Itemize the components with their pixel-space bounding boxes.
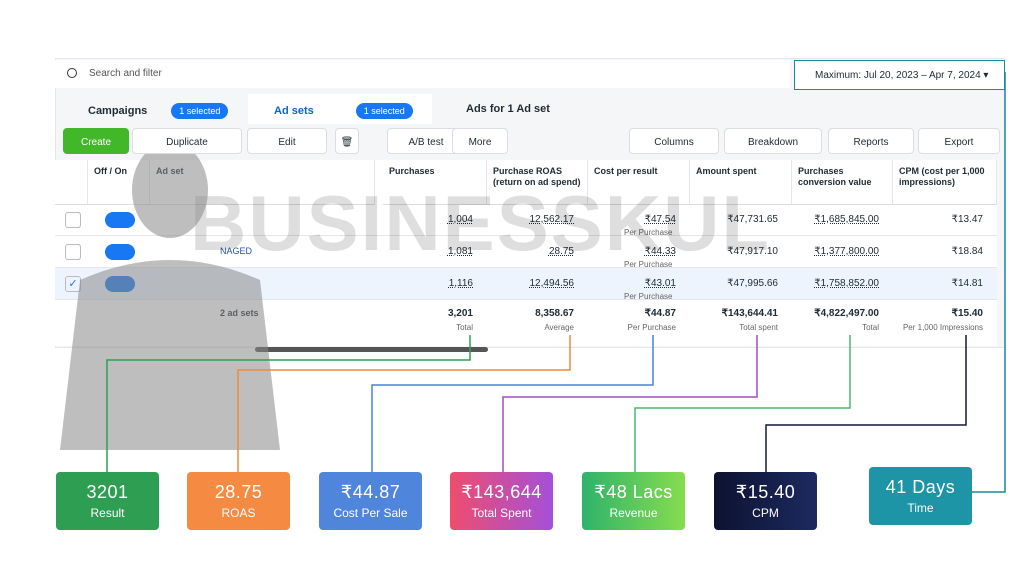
- connector: [972, 72, 1006, 493]
- card-label: Time: [907, 501, 934, 515]
- cell: ₹14.81: [951, 278, 983, 289]
- toolbar-button[interactable]: Create: [63, 128, 129, 154]
- presenter: [60, 142, 280, 450]
- card-value: 3201: [86, 482, 129, 502]
- checkbox[interactable]: [65, 212, 81, 228]
- toolbar-button[interactable]: Breakdown: [724, 128, 822, 154]
- scrollbar: [255, 347, 488, 352]
- badge: 1 selected: [355, 103, 413, 119]
- total-cell: 8,358.67: [535, 308, 574, 319]
- connector: [502, 335, 758, 472]
- cell: ₹1,377,800.00: [814, 246, 879, 257]
- stat-card: 41 Days Time: [869, 467, 972, 525]
- total-cell: ₹44.87: [644, 308, 676, 319]
- row-bg: [55, 204, 997, 236]
- connector: [371, 335, 654, 472]
- toolbar-button[interactable]: Edit: [247, 128, 327, 154]
- cell: ₹44.33: [644, 246, 676, 257]
- checkbox[interactable]: [65, 244, 81, 260]
- row-bg: [55, 236, 997, 268]
- card-label: ROAS: [221, 506, 256, 520]
- total-cell: 3,201: [447, 308, 473, 319]
- total-sub: Average: [544, 323, 574, 332]
- card-value: ₹15.40: [735, 482, 796, 502]
- cell: 1,116: [448, 278, 473, 289]
- cell: 1,081: [447, 246, 473, 257]
- cell-sub: Per Purchase: [624, 228, 673, 237]
- cell: ₹18.84: [951, 246, 983, 257]
- card-value: 41 Days: [885, 477, 956, 497]
- card-label: Total Spent: [471, 506, 532, 520]
- connector: [237, 335, 571, 472]
- date-text: Maximum: Jul 20, 2023 – Apr 7, 2024: [815, 70, 981, 81]
- card-value: ₹44.87: [340, 482, 401, 502]
- card-label: Cost Per Sale: [333, 506, 408, 520]
- connector: [634, 335, 851, 472]
- badge: 1 selected: [171, 103, 229, 119]
- header-cell: Cost per result: [588, 160, 690, 205]
- search-box[interactable]: Search and filter: [55, 60, 790, 88]
- total-sub: Per Purchase: [627, 323, 676, 332]
- card-value: 28.75: [214, 482, 263, 502]
- tab-label: Ad sets: [274, 105, 314, 117]
- cell: ₹1,685,845.00: [814, 214, 879, 225]
- toggle[interactable]: [105, 244, 135, 260]
- cell-sub: Per Purchase: [624, 260, 673, 269]
- stat-card: ₹44.87 Cost Per Sale: [319, 472, 422, 530]
- toolbar-button[interactable]: Reports: [828, 128, 914, 154]
- toolbar-button[interactable]: Columns: [629, 128, 719, 154]
- toolbar-button[interactable]: Duplicate: [132, 128, 242, 154]
- cell: 1,004: [447, 214, 473, 225]
- toggle[interactable]: [105, 212, 135, 228]
- cell: ₹13.47: [951, 214, 983, 225]
- header-cell: Purchase ROAS (return on ad spend): [487, 160, 588, 205]
- header-cell: Purchases: [383, 160, 487, 205]
- connector: [106, 335, 471, 472]
- toolbar-button[interactable]: More: [452, 128, 508, 154]
- cell: 12,494.56: [529, 278, 575, 289]
- cell: ₹1,758,852.00: [814, 278, 879, 289]
- stat-card: ₹48 Lacs Revenue: [582, 472, 685, 530]
- card-value: ₹48 Lacs: [594, 482, 673, 502]
- cell-sub: Per Purchase: [624, 292, 673, 301]
- stat-card: 3201 Result: [56, 472, 159, 530]
- cell: 12,562.17: [529, 214, 575, 225]
- total-sub: Total: [862, 323, 879, 332]
- cell: ₹47,731.65: [727, 214, 778, 225]
- total-sub: Per 1,000 Impressions: [902, 323, 983, 332]
- total-cell: ₹15.40: [951, 308, 983, 319]
- tab[interactable]: Ad sets 1 selected: [248, 94, 432, 124]
- card-value: ₹143,644: [461, 482, 542, 502]
- watermark: BUSINESSKUL: [190, 179, 772, 267]
- header-cell: CPM (cost per 1,000 impressions): [893, 160, 997, 205]
- tab[interactable]: Ads for 1 Ad set: [440, 94, 620, 124]
- ad-set-name: NAGED: [220, 246, 253, 256]
- total-cell: ₹4,822,497.00: [814, 308, 879, 319]
- total-cell: ₹143,644.41: [721, 308, 778, 319]
- toolbar-button[interactable]: 🗑: [335, 128, 359, 154]
- header-cell: [55, 160, 88, 205]
- total-sub: Total spent: [739, 323, 778, 332]
- header-cell: Purchases conversion value: [792, 160, 893, 205]
- stat-card: ₹143,644 Total Spent: [450, 472, 553, 530]
- card-label: CPM: [752, 506, 779, 520]
- card-label: Revenue: [609, 506, 658, 520]
- total-sub: Total: [456, 323, 473, 332]
- connector: [765, 335, 967, 472]
- card-label: Result: [90, 506, 125, 520]
- cell: ₹47,917.10: [727, 246, 778, 257]
- cell: 28.75: [548, 246, 574, 257]
- stat-card: 28.75 ROAS: [187, 472, 290, 530]
- cell: ₹47.54: [644, 214, 676, 225]
- cell: ₹47,995.66: [727, 278, 778, 289]
- cell: ₹43.01: [644, 278, 676, 289]
- stat-card: ₹15.40 CPM: [714, 472, 817, 530]
- tab-label: Ads for 1 Ad set: [466, 103, 550, 115]
- header-cell: Amount spent: [690, 160, 792, 205]
- tab-label: Campaigns: [88, 105, 148, 117]
- tab[interactable]: Campaigns 1 selected: [62, 94, 240, 124]
- toolbar-button[interactable]: Export: [918, 128, 1000, 154]
